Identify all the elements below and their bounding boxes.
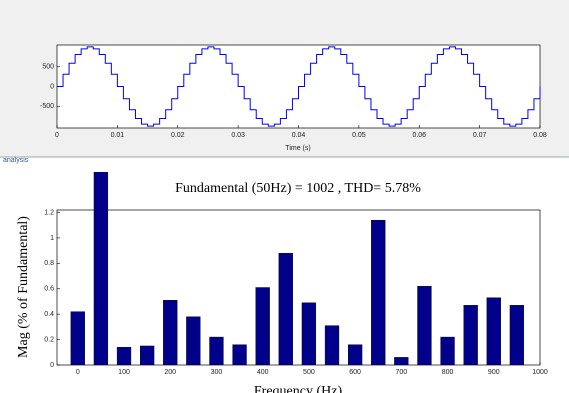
x-tick-label: 0.08 (533, 132, 547, 139)
x-tick-label: 0 (55, 132, 59, 139)
bar (371, 219, 386, 365)
bar (70, 311, 85, 365)
x-tick-label: 0.01 (111, 132, 125, 139)
bar (139, 345, 155, 365)
x-tick-label: 0 (76, 369, 80, 376)
bar (163, 300, 178, 365)
bar (324, 325, 340, 365)
x-axis-label: Time (s) (285, 145, 310, 152)
bar (440, 336, 455, 365)
x-axis-label: Frequency (Hz) (254, 384, 343, 393)
x-tick-label: 800 (442, 369, 454, 376)
bar (255, 287, 270, 365)
x-tick-label: 200 (164, 369, 176, 376)
waveform (57, 46, 541, 127)
y-tick-label: 0 (50, 362, 54, 369)
y-axis-label: Mag (% of Fundamental) (16, 216, 31, 358)
bar (232, 344, 247, 365)
x-tick-label: 600 (349, 369, 361, 376)
y-tick-label: 0.4 (44, 311, 54, 318)
bar (186, 316, 201, 365)
y-tick-label: -500 (40, 103, 54, 110)
x-tick-label: 700 (395, 369, 407, 376)
bar (116, 347, 132, 365)
bar (347, 344, 363, 365)
x-tick-label: 0.06 (412, 132, 426, 139)
x-tick-label: 0.07 (473, 132, 487, 139)
bar (301, 302, 317, 365)
y-tick-label: 1.2 (44, 209, 54, 216)
x-tick-label: 400 (257, 369, 269, 376)
bar (93, 172, 109, 365)
x-tick-label: 0.05 (352, 132, 366, 139)
bar (509, 305, 525, 365)
y-tick-label: 500 (42, 64, 54, 71)
x-tick-label: 300 (211, 369, 223, 376)
chart-title: Fundamental (50Hz) = 1002 , THD= 5.78% (175, 181, 421, 196)
plot-area (56, 209, 541, 366)
bar (394, 357, 409, 365)
bar (278, 252, 293, 365)
y-tick-label: 0 (50, 83, 54, 90)
x-tick-label: 500 (303, 369, 315, 376)
y-tick-label: 0.8 (44, 260, 54, 267)
x-tick-label: 0.03 (231, 132, 245, 139)
x-tick-label: 0.02 (171, 132, 185, 139)
y-tick-label: 1 (50, 235, 54, 242)
bar (417, 286, 432, 365)
bar (486, 297, 501, 365)
y-tick-label: 0.6 (44, 286, 54, 293)
x-tick-label: 900 (488, 369, 500, 376)
x-tick-label: 0.04 (292, 132, 306, 139)
bars (70, 172, 525, 365)
bar (209, 336, 224, 365)
y-tick-label: 0.2 (44, 336, 54, 343)
panel-label: analysis (3, 157, 29, 164)
x-tick-label: 100 (118, 369, 130, 376)
x-tick-label: 1000 (532, 369, 548, 376)
bar (463, 305, 478, 365)
